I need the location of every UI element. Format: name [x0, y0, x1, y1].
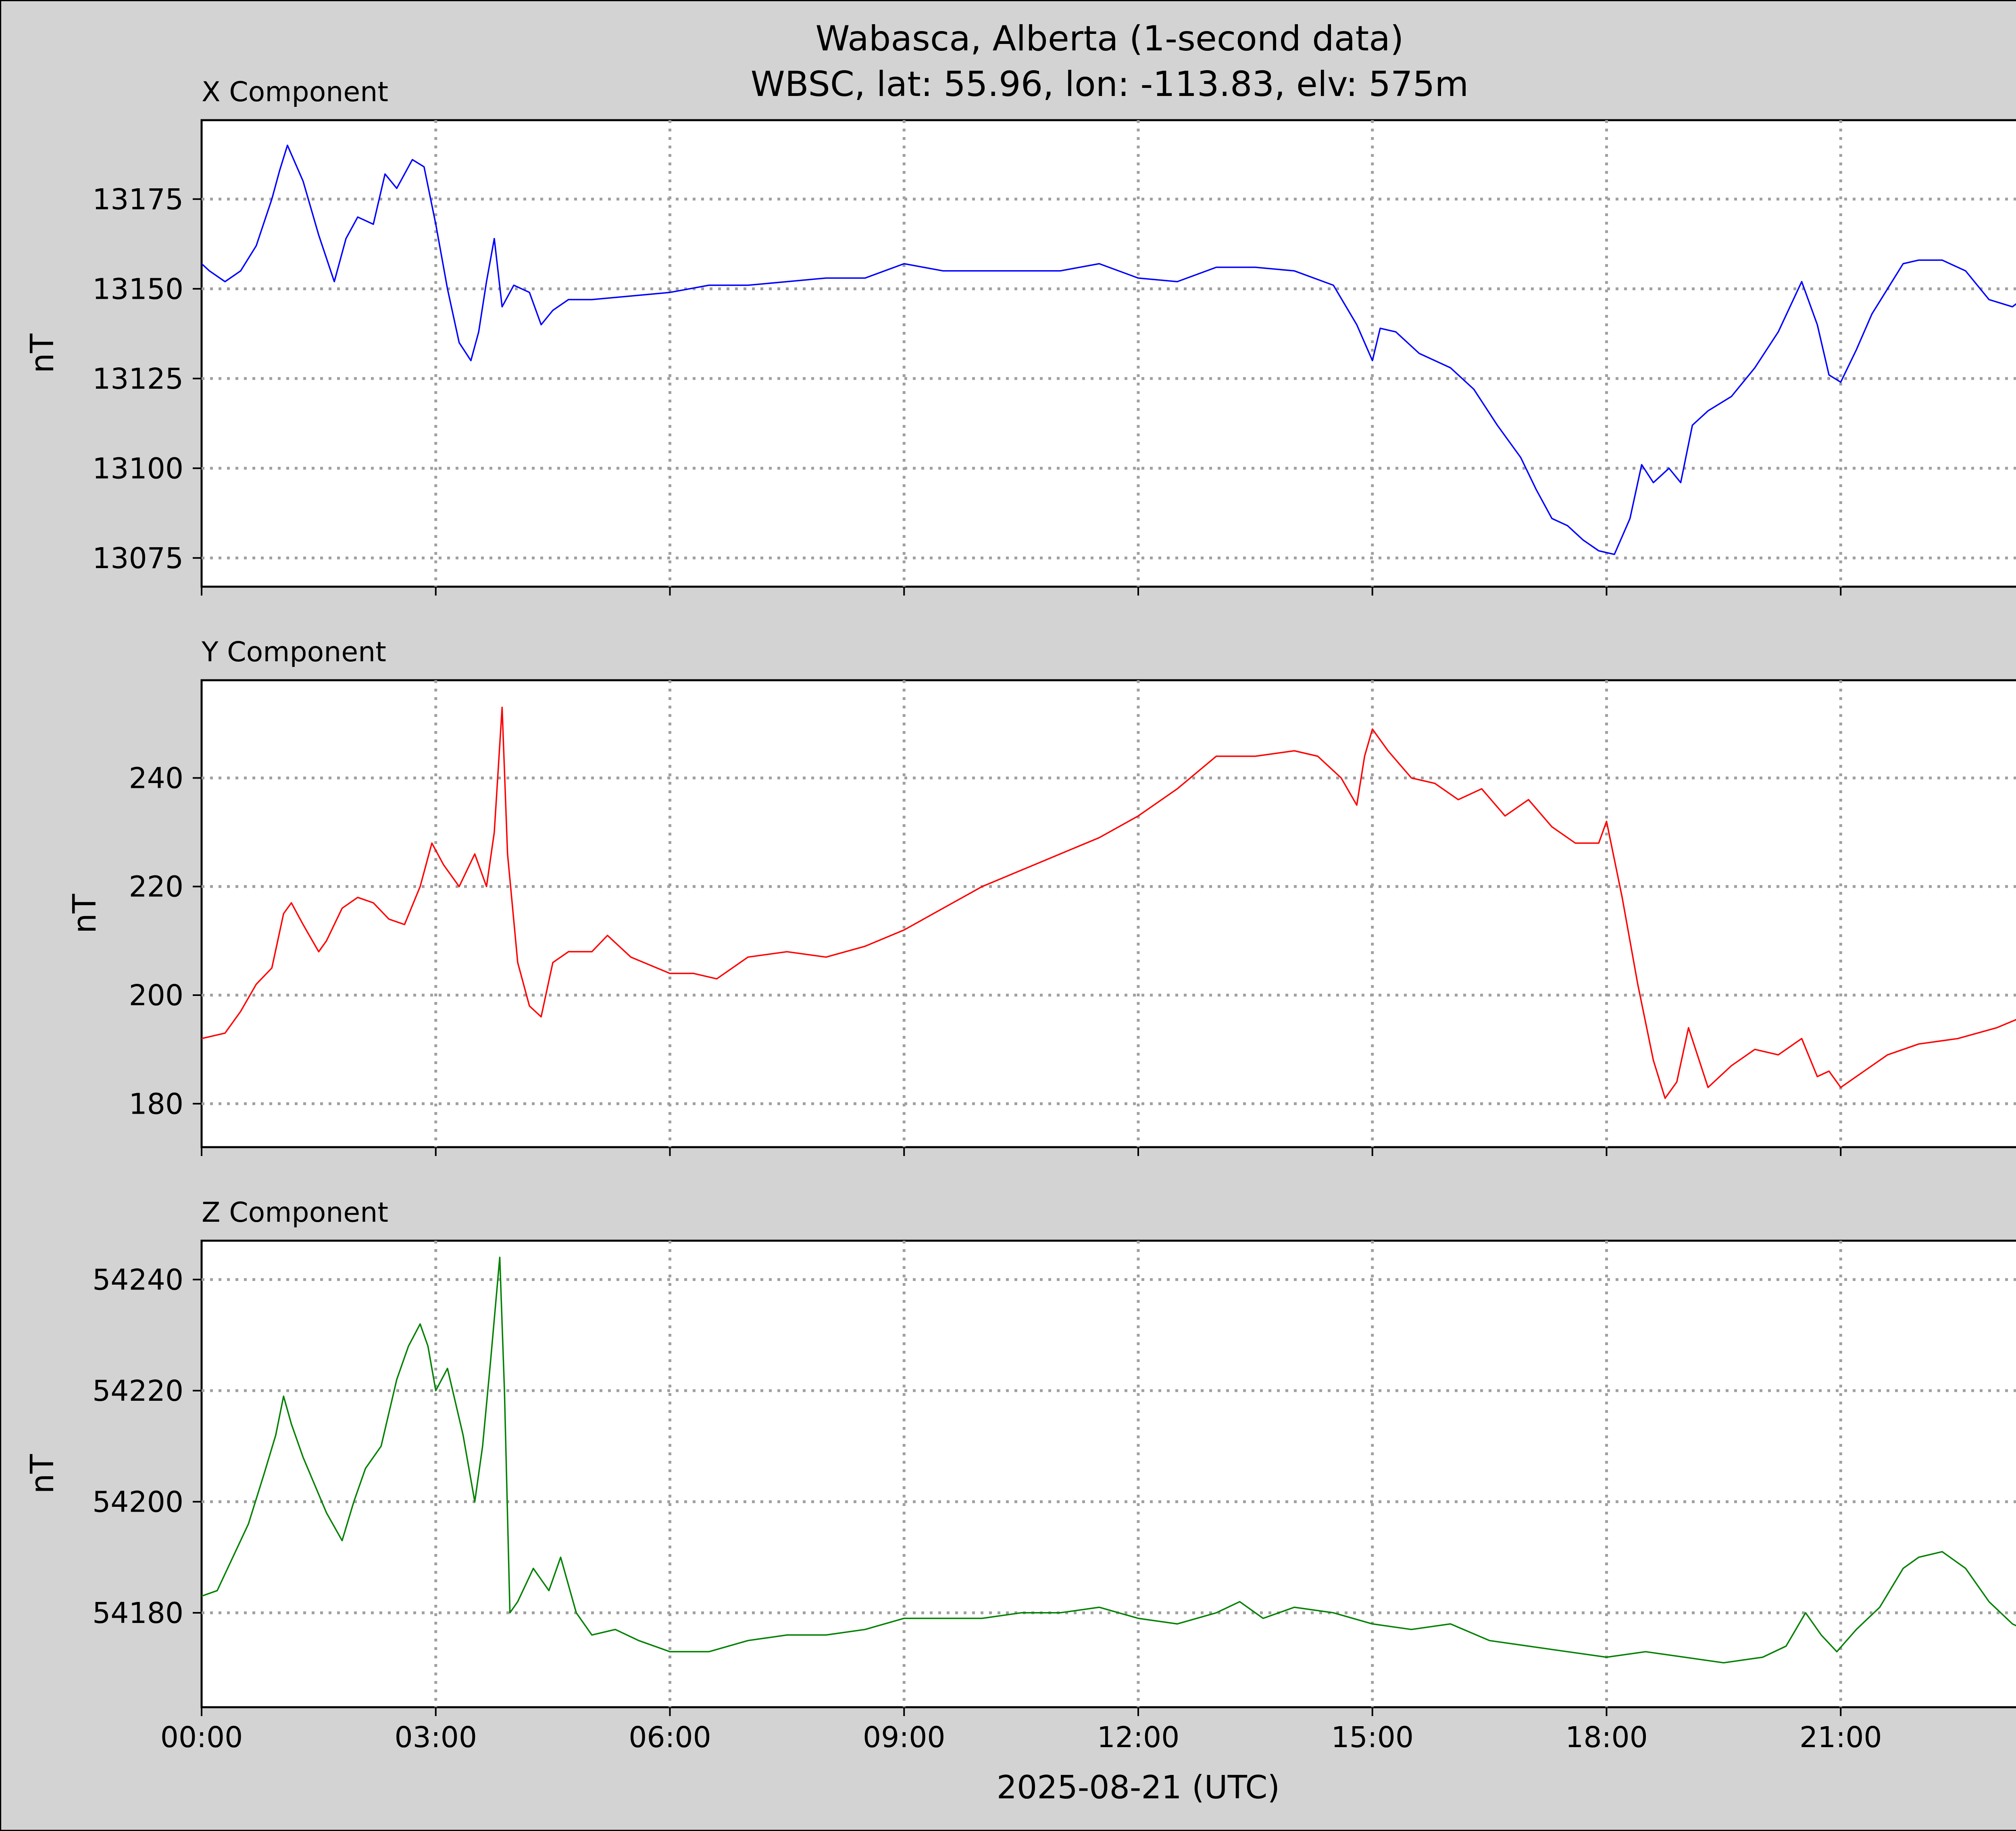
- plot-area-x: [200, 119, 2016, 588]
- x-tick-label: 00:00: [160, 1721, 243, 1754]
- x-tick-label: 12:00: [1097, 1721, 1180, 1754]
- series-line-y: [201, 706, 2016, 1099]
- panel-x: X Component nT 13075 13100 13125 13150 13175: [24, 76, 2016, 596]
- x-tick-label: 21:00: [1799, 1721, 1882, 1754]
- y-tick-label: 13150: [92, 272, 183, 306]
- y-tick-label: 54220: [92, 1374, 183, 1408]
- y-tick-label: 54240: [92, 1263, 183, 1296]
- y-tick-label: 13125: [92, 362, 183, 396]
- x-tick-label: 18:00: [1565, 1721, 1648, 1754]
- x-tick-label: 09:00: [863, 1721, 946, 1754]
- y-axis-label-x: nT: [24, 333, 61, 373]
- y-tick-label: 54180: [92, 1596, 183, 1630]
- plot-area-z: [200, 1239, 2016, 1708]
- x-tick-label: 15:00: [1331, 1721, 1414, 1754]
- series-line-z: [201, 1256, 2016, 1664]
- panel-title-x: X Component: [202, 76, 388, 108]
- y-tick-label: 54200: [92, 1485, 183, 1519]
- y-tick-label: 13100: [92, 452, 183, 485]
- panel-z: Z Component nT 54180 54200 54220 54240 00:00 03…: [24, 1197, 2016, 1754]
- plot-area-y: [200, 679, 2016, 1148]
- panels-group: X Component nT 13075 13100 13125 13150 13175 Y …: [24, 76, 2016, 1754]
- y-tick-label: 200: [129, 979, 183, 1012]
- x-axis-label: 2025-08-21 (UTC): [997, 1769, 1280, 1806]
- x-tick-label: 06:00: [629, 1721, 711, 1754]
- x-tick-label: 03:00: [394, 1721, 477, 1754]
- y-tick-label: 13175: [92, 183, 183, 216]
- series-line-x: [201, 144, 2016, 555]
- panel-y: Y Component nT 180 200 220 240: [66, 636, 2016, 1156]
- y-tick-label: 13075: [92, 542, 183, 575]
- y-tick-label: 220: [129, 870, 183, 904]
- y-tick-label: 240: [129, 761, 183, 795]
- y-axis-label-y: nT: [66, 894, 103, 933]
- y-tick-label: 180: [129, 1087, 183, 1121]
- chart-title-line1: Wabasca, Alberta (1-second data): [816, 19, 1404, 59]
- panel-title-z: Z Component: [202, 1197, 388, 1229]
- y-axis-label-z: nT: [24, 1454, 61, 1494]
- chart-title-line2: WBSC, lat: 55.96, lon: -113.83, elv: 575…: [751, 64, 1469, 104]
- panel-title-y: Y Component: [201, 636, 386, 668]
